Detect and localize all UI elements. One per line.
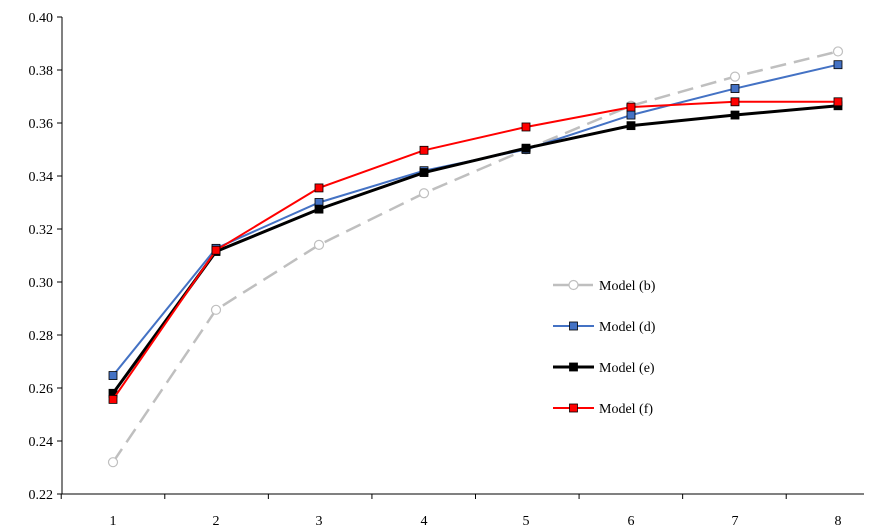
x-tick-label: 4	[421, 514, 428, 529]
data-point	[210, 304, 222, 315]
data-point	[313, 239, 325, 250]
legend-label: Model (f)	[599, 402, 653, 417]
legend-item: Model (e)	[553, 361, 655, 376]
data-point	[314, 204, 324, 214]
y-tick-label: 0.26	[29, 382, 54, 397]
x-tick-label: 1	[110, 514, 117, 529]
data-point	[521, 143, 531, 153]
data-point	[211, 245, 221, 255]
data-point	[626, 110, 636, 120]
data-point	[419, 145, 429, 155]
series-line	[111, 104, 839, 395]
legend-label: Model (b)	[599, 279, 656, 294]
x-tick-label: 3	[316, 514, 323, 529]
y-tick-label: 0.36	[29, 117, 54, 132]
x-tick-label: 8	[835, 514, 842, 529]
y-tick-label: 0.24	[29, 435, 54, 450]
y-tick-label: 0.38	[29, 64, 54, 79]
y-tick-label: 0.32	[29, 223, 54, 238]
legend-item: Model (d)	[553, 320, 656, 335]
y-tick-label: 0.22	[29, 488, 54, 503]
legend-swatch-marker	[569, 362, 578, 372]
y-tick-label: 0.30	[29, 276, 54, 291]
data-point	[419, 168, 429, 177]
legend-item: Model (f)	[553, 402, 653, 417]
y-tick-label: 0.28	[29, 329, 54, 344]
data-point	[730, 84, 740, 93]
series-model-b	[107, 46, 844, 468]
legend-swatch-marker	[569, 403, 578, 413]
series-model-f	[108, 97, 843, 404]
data-point	[521, 122, 531, 132]
x-tick-label: 6	[628, 514, 635, 529]
data-point	[418, 188, 430, 199]
data-point	[729, 71, 741, 82]
data-point	[730, 110, 740, 120]
data-point	[107, 457, 119, 468]
legend-item: Model (b)	[553, 279, 656, 294]
axes: 0.22 0.24 0.26 0.28 0.30 0.32 0.34 0.36 0.38 0.40…	[29, 11, 864, 529]
data-point	[626, 102, 636, 112]
series-model-d	[108, 60, 843, 380]
x-tick-label: 2	[213, 514, 220, 529]
x-tick-label: 7	[732, 514, 739, 529]
series-layer	[107, 46, 844, 468]
y-tick-label: 0.34	[29, 170, 54, 185]
data-point	[314, 183, 324, 193]
data-point	[833, 97, 843, 107]
legend-swatch-marker	[569, 321, 578, 331]
legend-label: Model (d)	[599, 320, 656, 335]
x-tick-label: 5	[523, 514, 530, 529]
legend: Model (b) Model (d) Model (e) Model (f)	[553, 279, 656, 417]
data-point	[730, 97, 740, 107]
data-point	[108, 394, 118, 404]
series-line	[111, 50, 839, 463]
data-point	[108, 371, 118, 380]
data-point	[832, 46, 844, 57]
data-point	[626, 121, 636, 131]
legend-label: Model (e)	[599, 361, 655, 376]
legend-swatch-marker	[568, 279, 579, 291]
y-tick-label: 0.40	[29, 11, 54, 26]
series-line	[112, 63, 839, 377]
data-point	[833, 60, 843, 70]
series-line	[112, 100, 838, 400]
